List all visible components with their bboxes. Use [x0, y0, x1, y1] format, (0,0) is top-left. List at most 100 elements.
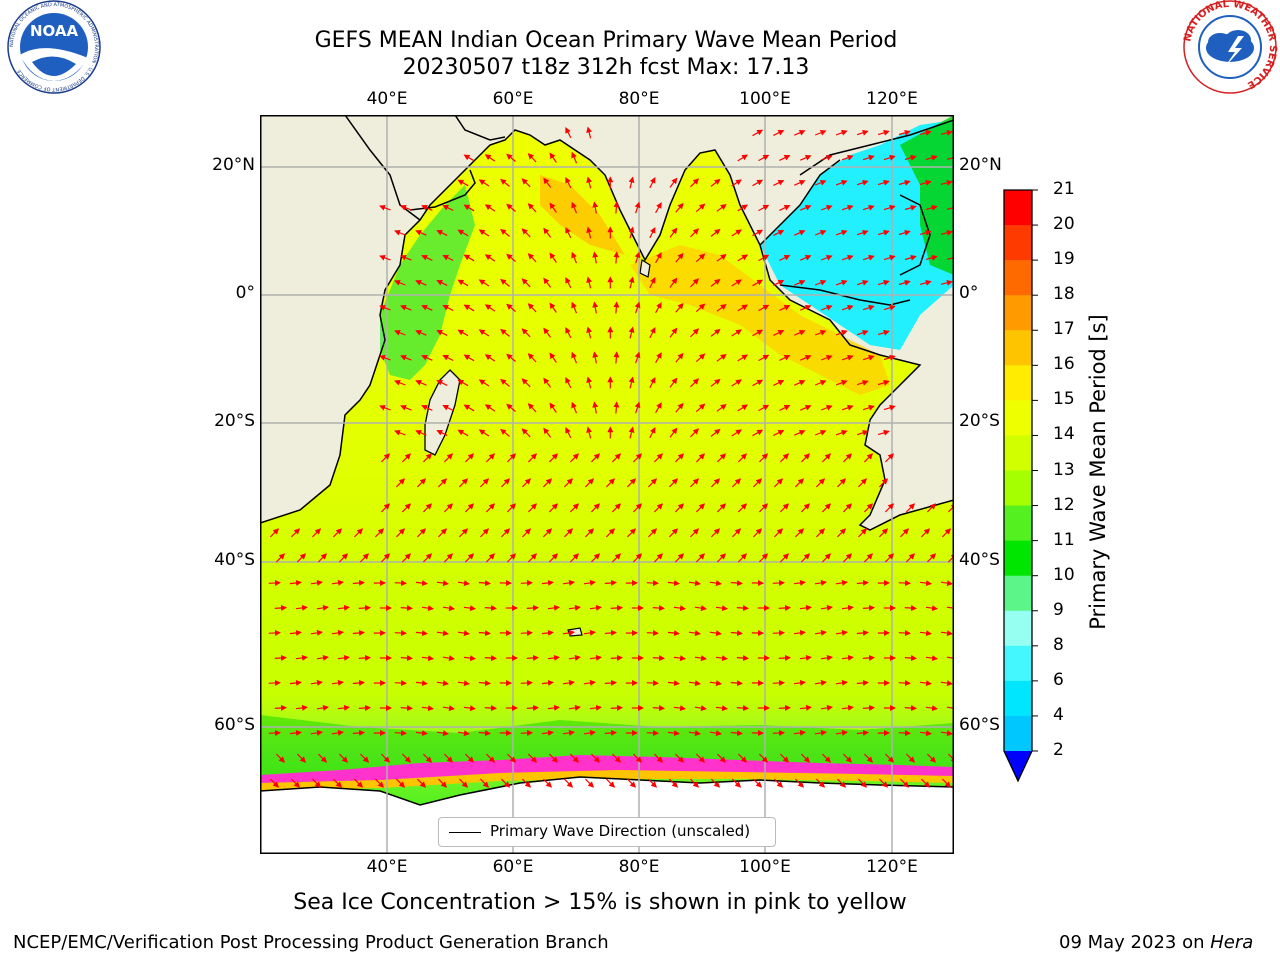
- wave-direction-arrow: [527, 203, 537, 213]
- wave-direction-arrow: [626, 528, 637, 538]
- wave-direction-arrow: [710, 178, 721, 187]
- wave-direction-arrow: [592, 351, 599, 364]
- wave-direction-arrow: [737, 304, 749, 312]
- wave-direction-arrow: [794, 129, 806, 136]
- wave-direction-arrow: [401, 553, 412, 563]
- wave-direction-arrow: [400, 605, 413, 612]
- wave-direction-arrow: [710, 528, 721, 538]
- wave-direction-arrow: [736, 605, 749, 612]
- wave-direction-arrow: [484, 404, 496, 412]
- wave-direction-arrow: [842, 753, 853, 763]
- wave-direction-arrow: [274, 704, 287, 711]
- wave-direction-arrow: [379, 404, 391, 411]
- wave-direction-arrow: [919, 129, 932, 136]
- colorbar-segment: [1004, 540, 1032, 577]
- wave-direction-arrow: [863, 753, 874, 763]
- wave-direction-arrows: [268, 126, 954, 788]
- wave-direction-arrow: [655, 202, 662, 214]
- wave-direction-arrow: [758, 304, 770, 312]
- wave-direction-arrow: [442, 605, 455, 612]
- wave-direction-arrow: [628, 276, 635, 289]
- wave-direction-arrow: [569, 503, 580, 513]
- wave-direction-arrow: [709, 630, 722, 637]
- wave-direction-arrow: [841, 154, 854, 161]
- wave-direction-arrow: [571, 401, 578, 414]
- wave-direction-arrow: [394, 329, 406, 336]
- wave-direction-arrow: [457, 329, 469, 337]
- wave-direction-arrow: [841, 404, 854, 411]
- colorbar-tick-label: 16: [1053, 354, 1075, 375]
- colorbar-segment: [1004, 645, 1032, 682]
- colorbar-tick-label: 20: [1053, 214, 1075, 235]
- wave-direction-arrow: [835, 379, 848, 386]
- wave-direction-arrow: [521, 428, 531, 438]
- wave-direction-arrow: [695, 303, 706, 313]
- wave-direction-arrow: [394, 730, 407, 737]
- wave-direction-arrow: [310, 579, 323, 586]
- colorbar-tick-label: 13: [1053, 459, 1075, 480]
- wave-direction-arrow: [569, 753, 580, 763]
- wave-direction-arrow: [669, 427, 678, 438]
- wave-direction-arrow: [527, 503, 538, 513]
- wave-direction-arrow: [484, 254, 496, 262]
- wave-direction-arrow: [946, 204, 954, 211]
- wave-direction-arrow: [400, 254, 412, 261]
- wave-direction-arrow: [821, 753, 832, 763]
- wave-direction-arrow: [549, 402, 557, 413]
- wave-direction-arrow: [940, 179, 953, 186]
- wave-direction-arrow: [478, 730, 491, 737]
- wave-direction-arrow: [289, 679, 302, 686]
- wave-direction-arrow: [394, 580, 407, 587]
- wave-direction-arrow: [401, 753, 412, 763]
- wave-direction-arrow: [415, 329, 427, 336]
- wave-direction-arrow: [689, 328, 700, 338]
- noaa-logo: NOAA NATIONAL OCEANIC AND ATMOSPHERIC AD…: [7, 0, 101, 94]
- wave-direction-arrow: [436, 680, 449, 687]
- wave-direction-arrow: [500, 428, 510, 437]
- wave-direction-arrow: [820, 704, 833, 711]
- wave-direction-arrow: [457, 580, 470, 587]
- wave-direction-arrow: [857, 478, 868, 488]
- wave-direction-arrow: [857, 778, 868, 788]
- wave-direction-arrow: [421, 655, 434, 662]
- wave-direction-arrow: [946, 254, 954, 261]
- wave-direction-arrow: [316, 654, 329, 661]
- wave-direction-arrow: [946, 154, 954, 161]
- lon-tick-bottom: 100°E: [739, 857, 791, 877]
- wave-direction-arrow: [634, 301, 641, 314]
- wave-direction-arrow: [590, 503, 601, 513]
- wave-direction-arrow: [646, 580, 659, 587]
- wave-direction-arrow: [758, 503, 769, 513]
- wave-direction-arrow: [709, 730, 722, 737]
- wave-direction-arrow: [689, 378, 700, 388]
- wave-direction-arrow: [316, 604, 329, 611]
- lat-tick-right: 20°N: [959, 155, 1002, 175]
- wave-direction-arrow: [862, 154, 875, 161]
- wave-direction-arrow: [647, 528, 658, 538]
- wave-direction-arrow: [940, 580, 953, 587]
- wave-direction-arrow: [674, 553, 685, 563]
- wave-direction-arrow: [457, 179, 469, 187]
- wave-direction-arrow: [604, 579, 617, 586]
- wave-direction-arrow: [835, 229, 848, 236]
- wave-direction-arrow: [479, 478, 490, 488]
- colorbar: [1003, 189, 1038, 783]
- wave-direction-arrow: [275, 553, 286, 563]
- kerguelen: [567, 627, 583, 637]
- wave-direction-arrow: [862, 254, 875, 261]
- wave-direction-arrow: [669, 377, 678, 388]
- wave-direction-arrow: [500, 328, 510, 337]
- wave-direction-arrow: [836, 778, 847, 788]
- wave-direction-arrow: [710, 328, 721, 337]
- wave-direction-arrow: [416, 778, 427, 788]
- wave-direction-arrow: [353, 528, 364, 538]
- wave-direction-arrow: [549, 352, 557, 363]
- wave-direction-arrow: [647, 778, 658, 788]
- wave-direction-arrow: [758, 354, 770, 362]
- wave-direction-arrow: [842, 503, 853, 513]
- wave-direction-arrow: [778, 704, 791, 711]
- wave-direction-arrow: [947, 503, 954, 513]
- wave-direction-arrow: [584, 478, 595, 488]
- wave-direction-arrow: [584, 528, 595, 538]
- wave-direction-arrow: [374, 528, 385, 538]
